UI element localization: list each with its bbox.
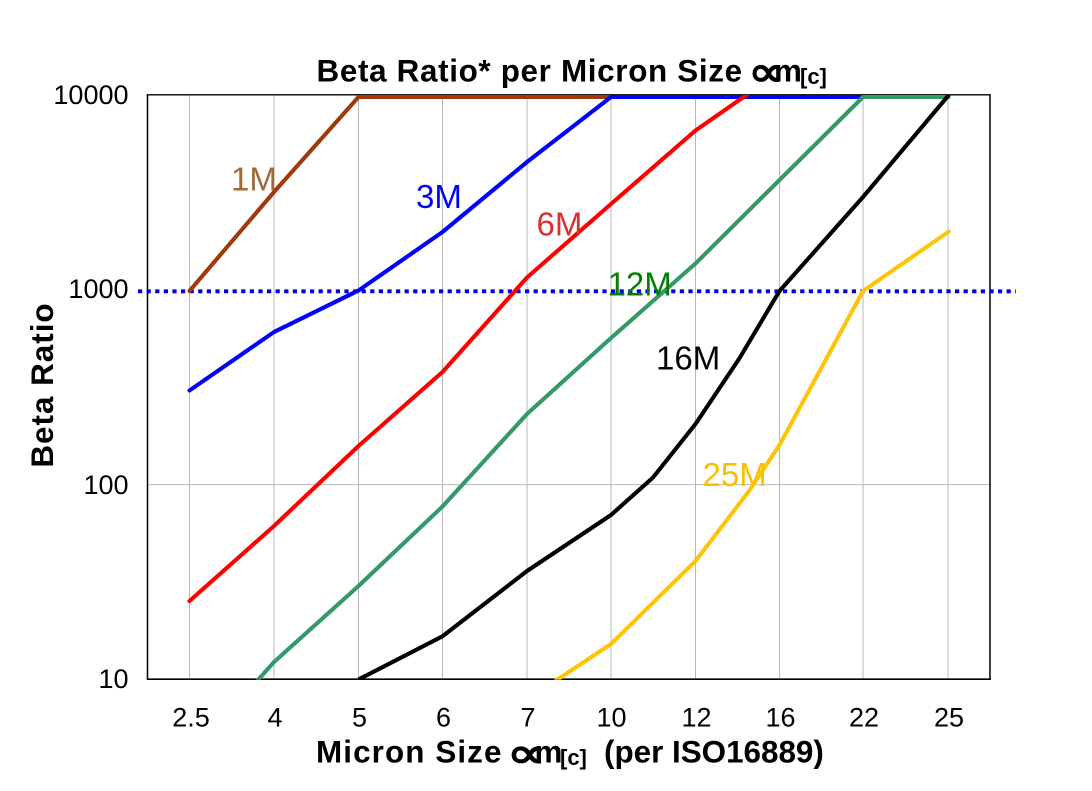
svg-text:[c]: [c]: [560, 745, 587, 770]
svg-text:10000: 10000: [53, 80, 128, 110]
svg-text:1M: 1M: [231, 161, 277, 198]
svg-text:m: m: [774, 54, 802, 89]
svg-text:25M: 25M: [703, 456, 767, 493]
svg-text:∝: ∝: [748, 48, 783, 96]
svg-text:m: m: [535, 735, 563, 770]
svg-text:22: 22: [849, 703, 879, 733]
svg-text:5: 5: [352, 703, 367, 733]
svg-text:[c]: [c]: [800, 64, 827, 89]
svg-text:1000: 1000: [68, 274, 128, 304]
svg-text:25: 25: [934, 703, 964, 733]
svg-text:6: 6: [436, 703, 451, 733]
svg-text:6M: 6M: [537, 206, 583, 243]
svg-text:Beta Ratio: Beta Ratio: [25, 302, 60, 467]
svg-text:Micron Size: Micron Size: [316, 735, 503, 770]
svg-text:16M: 16M: [656, 340, 720, 377]
svg-text:10: 10: [596, 703, 626, 733]
svg-text:100: 100: [83, 470, 128, 500]
svg-text:3M: 3M: [416, 178, 462, 215]
svg-text:12: 12: [681, 703, 711, 733]
svg-text:Beta Ratio* per Micron Size: Beta Ratio* per Micron Size: [317, 54, 743, 89]
svg-text:7: 7: [520, 703, 535, 733]
svg-text:∝: ∝: [507, 730, 547, 777]
svg-text:2.5: 2.5: [172, 703, 210, 733]
svg-text:(per ISO16889): (per ISO16889): [604, 735, 824, 770]
svg-text:10: 10: [98, 664, 128, 694]
svg-text:16: 16: [765, 703, 795, 733]
svg-text:12M: 12M: [608, 266, 672, 303]
svg-text:4: 4: [267, 703, 282, 733]
